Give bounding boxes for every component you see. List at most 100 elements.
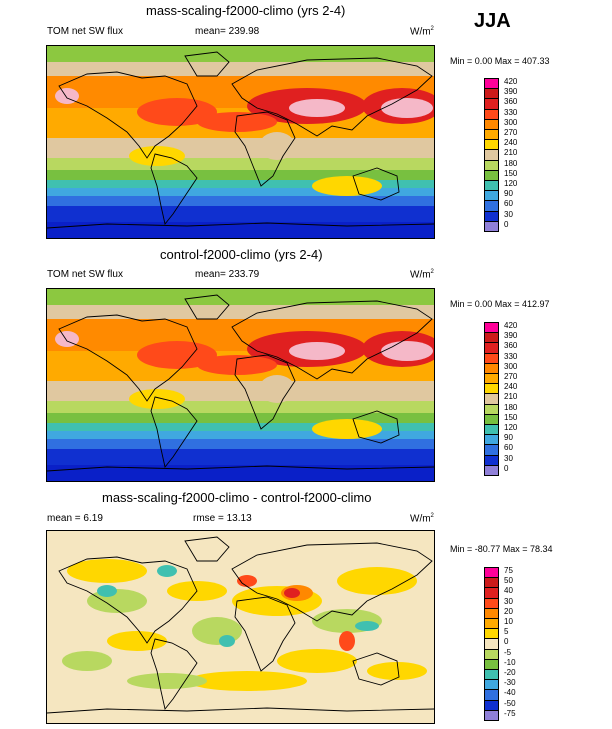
flux-region (355, 621, 379, 631)
flux-band (47, 423, 434, 431)
flux-band (47, 180, 434, 188)
panel1-units: W/m2 (410, 26, 434, 38)
colorbar-tick-label: 390 (504, 87, 518, 97)
flux-region (337, 567, 417, 595)
flux-band (47, 431, 434, 439)
colorbar-tick-label: -50 (504, 698, 516, 708)
colorbar-tick-label: 210 (504, 148, 518, 158)
colorbar-tick-label: -5 (504, 647, 512, 657)
coastline (58, 71, 198, 159)
flux-region (157, 565, 177, 577)
colorbar-tick-label: 420 (504, 321, 518, 330)
panel2-title: control-f2000-climo (yrs 2-4) (160, 247, 323, 262)
colorbar-swatch (484, 464, 499, 476)
colorbar-tick-label: 360 (504, 341, 518, 351)
colorbar-tick-label: 150 (504, 412, 518, 422)
flux-band (47, 206, 434, 222)
coastline (47, 707, 434, 714)
coastline (184, 536, 230, 562)
colorbar-tick-label: 390 (504, 331, 518, 341)
flux-region (289, 99, 345, 117)
colorbar-tick-label: 240 (504, 138, 518, 148)
flux-band (47, 62, 434, 76)
panel3-units: W/m2 (410, 513, 434, 525)
panel3-title: mass-scaling-f2000-climo - control-f2000… (102, 490, 372, 505)
coastline (352, 167, 400, 201)
colorbar-tick-label: 10 (504, 617, 513, 626)
panel3-mean-label: mean = 6.19 (47, 513, 103, 524)
colorbar-tick-label: 30 (504, 209, 513, 219)
flux-band (47, 170, 434, 180)
panel3-minmax: Min = -80.77 Max = 78.34 (450, 544, 553, 554)
season-label: JJA (474, 10, 511, 32)
flux-region (259, 375, 295, 403)
colorbar-swatch (484, 220, 499, 232)
flux-region (129, 389, 185, 409)
panel2-minmax: Min = 0.00 Max = 412.97 (450, 299, 550, 309)
panel2-map (46, 288, 435, 482)
flux-band (47, 46, 434, 62)
flux-region (127, 673, 207, 689)
colorbar-tick-label: 300 (504, 117, 518, 127)
coastline (231, 542, 433, 622)
coastline (150, 638, 198, 711)
flux-region (367, 662, 427, 680)
coastline (150, 396, 198, 469)
coastline (150, 153, 198, 226)
colorbar-tick-label: 240 (504, 382, 518, 392)
flux-region (187, 671, 307, 691)
flux-region (312, 419, 382, 439)
flux-region (289, 342, 345, 360)
colorbar-tick-label: 20 (504, 606, 513, 616)
flux-region (312, 176, 382, 196)
colorbar-tick-label: 5 (504, 627, 509, 637)
panel1-left-label: TOM net SW flux (47, 26, 123, 37)
coastline (352, 410, 400, 444)
colorbar-tick-label: 420 (504, 77, 518, 86)
flux-region (381, 98, 433, 118)
colorbar-tick-label: 90 (504, 189, 513, 199)
colorbar-tick-label: 50 (504, 576, 513, 586)
colorbar-tick-label: 210 (504, 392, 518, 402)
colorbar-tick-label: 180 (504, 402, 518, 412)
coastline (184, 294, 230, 320)
colorbar-tick-label: 0 (504, 637, 509, 647)
panel1-minmax: Min = 0.00 Max = 407.33 (450, 56, 550, 66)
flux-region (219, 635, 235, 647)
coastline (47, 465, 434, 472)
coastline (184, 51, 230, 77)
colorbar-tick-label: 300 (504, 361, 518, 371)
colorbar-swatch (484, 709, 499, 721)
panel3-map-svg (47, 531, 434, 723)
colorbar-tick-label: -75 (504, 708, 516, 718)
panel3-map (46, 530, 435, 724)
colorbar-tick-label: 330 (504, 107, 518, 117)
colorbar-tick-label: 0 (504, 219, 509, 229)
colorbar-tick-label: 60 (504, 443, 513, 453)
colorbar-tick-label: -20 (504, 668, 516, 677)
colorbar-tick-label: 30 (504, 596, 513, 606)
colorbar-tick-label: 270 (504, 128, 518, 137)
flux-band (47, 196, 434, 206)
colorbar-tick-label: 90 (504, 433, 513, 443)
colorbar-tick-label: 30 (504, 453, 513, 463)
flux-band (47, 449, 434, 465)
flux-band (47, 289, 434, 305)
colorbar-tick-label: 120 (504, 179, 518, 188)
flux-region (277, 649, 357, 673)
coastline (352, 652, 400, 686)
flux-region (87, 589, 147, 613)
flux-region (67, 559, 147, 583)
flux-region (107, 631, 167, 651)
flux-region (197, 112, 277, 132)
colorbar-tick-label: 270 (504, 372, 518, 381)
flux-region (97, 585, 117, 597)
coastline (231, 57, 433, 137)
panel2-left-label: TOM net SW flux (47, 269, 123, 280)
flux-band (47, 188, 434, 196)
flux-region (339, 631, 355, 651)
colorbar-tick-label: 150 (504, 168, 518, 178)
colorbar-tick-label: 120 (504, 423, 518, 432)
coastline (234, 354, 296, 430)
colorbar-tick-label: -40 (504, 688, 516, 698)
